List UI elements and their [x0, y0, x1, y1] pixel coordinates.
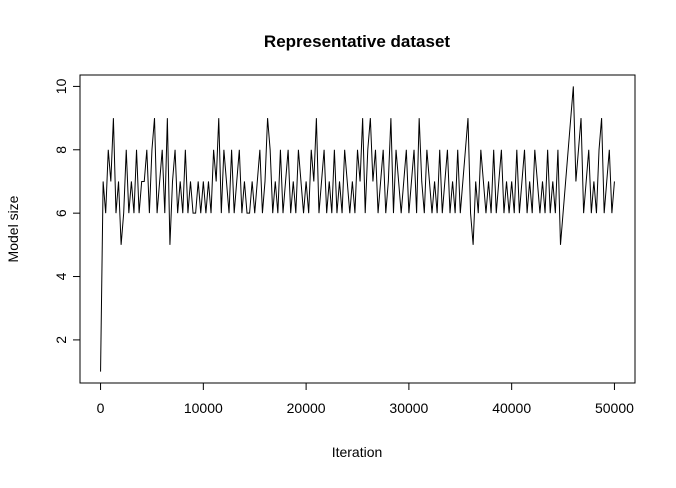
x-tick-label: 0: [97, 400, 105, 416]
x-tick-label: 40000: [492, 400, 531, 416]
trace-line: [100, 86, 615, 372]
chart-title: Representative dataset: [264, 32, 450, 51]
y-tick-label: 10: [53, 78, 69, 94]
x-tick-label: 10000: [184, 400, 223, 416]
x-tick-label: 20000: [287, 400, 326, 416]
y-tick-label: 2: [53, 336, 69, 344]
y-tick-label: 4: [53, 272, 69, 280]
x-axis-label: Iteration: [332, 444, 383, 460]
y-tick-label: 8: [53, 146, 69, 154]
y-tick-label: 6: [53, 209, 69, 217]
x-tick-label: 30000: [389, 400, 428, 416]
x-tick-label: 50000: [595, 400, 634, 416]
y-axis-label: Model size: [5, 195, 21, 262]
plot-box: [79, 74, 636, 384]
